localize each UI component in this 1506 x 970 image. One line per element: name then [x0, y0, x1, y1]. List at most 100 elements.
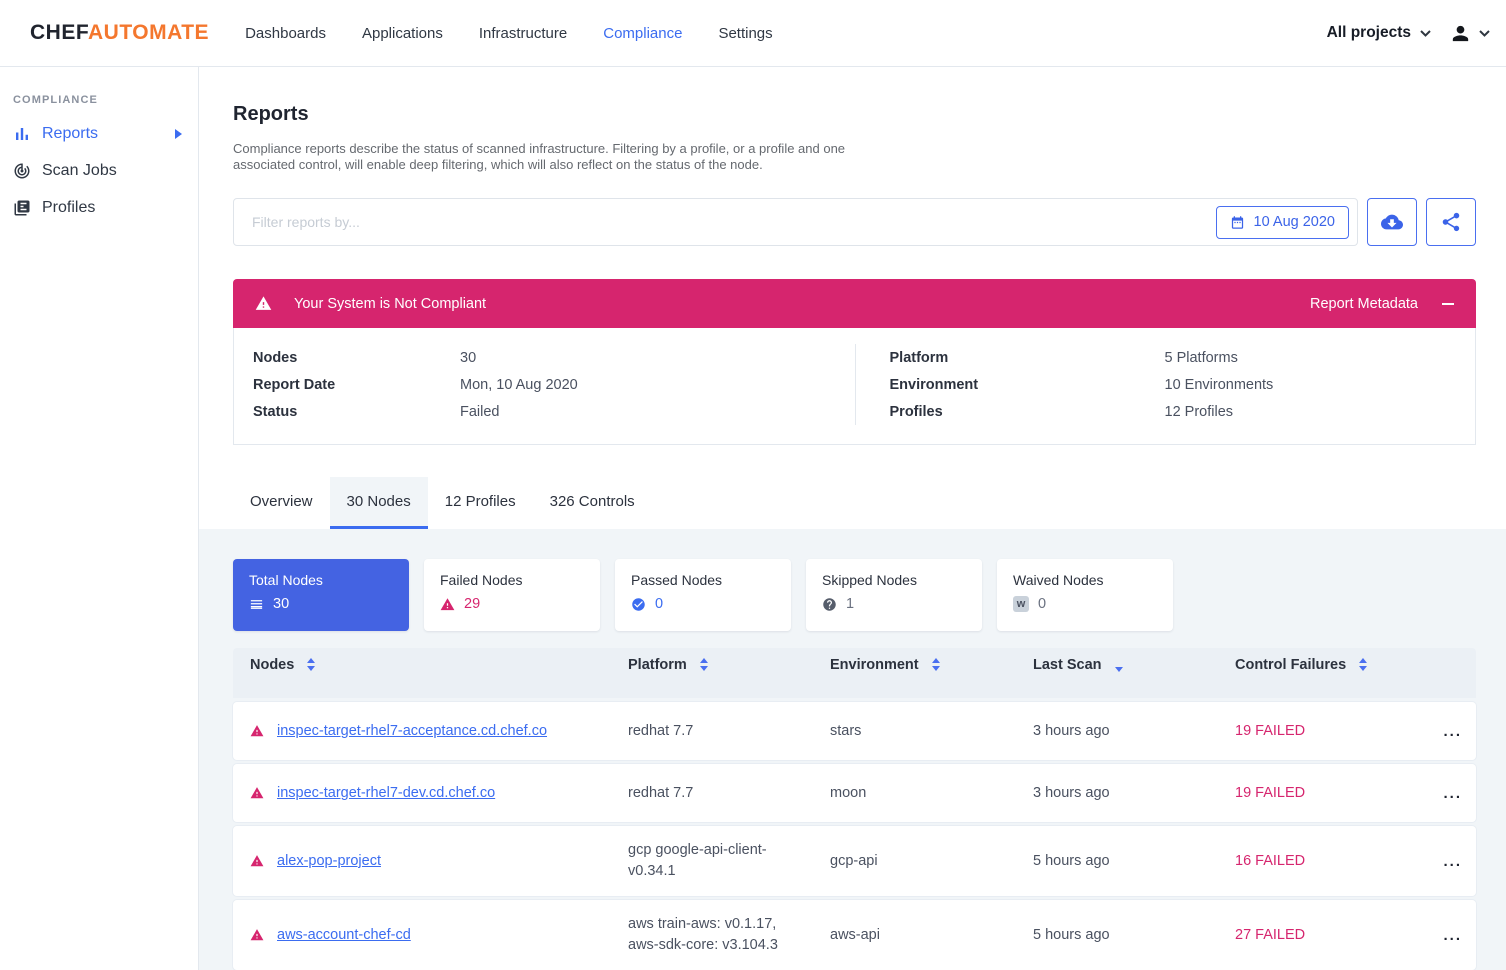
node-name-link[interactable]: aws-account-chef-cd [277, 927, 411, 943]
nodes-table-header: Nodes Platform Environment Last Scan [233, 648, 1476, 698]
sidebar-item-label: Scan Jobs [42, 162, 117, 179]
node-table-row[interactable]: inspec-target-rhel7-acceptance.cd.chef.c… [233, 702, 1476, 760]
page-description: Compliance reports describe the status o… [233, 141, 846, 172]
node-table-row[interactable]: inspec-target-rhel7-dev.cd.chef.co redha… [233, 764, 1476, 822]
total-nodes-card[interactable]: Total Nodes 30 [233, 559, 409, 631]
sort-toggle-icon[interactable] [931, 658, 940, 671]
chevron-down-icon [1479, 29, 1490, 37]
node-table-row[interactable]: aws-account-chef-cd aws train-aws: v0.1.… [233, 900, 1476, 970]
column-header-environment[interactable]: Environment [830, 657, 1033, 673]
chef-automate-logo[interactable]: CHEFAUTOMATE [30, 21, 209, 45]
expand-arrow-icon[interactable] [175, 129, 182, 139]
user-avatar-icon [1452, 25, 1469, 41]
sidebar-item-label: Reports [42, 125, 99, 142]
metadata-label: Report Date [253, 376, 336, 393]
row-actions-menu-button[interactable]: ... [1443, 926, 1462, 944]
nav-link[interactable]: Dashboards [245, 24, 326, 42]
main-content: Reports Compliance reports describe the … [199, 67, 1506, 970]
skipped-nodes-card[interactable]: Skipped Nodes 1 [806, 559, 982, 631]
nav-link[interactable]: Compliance [603, 24, 683, 42]
metadata-value: 12 Profiles [1164, 403, 1234, 420]
question-circle-icon [823, 597, 836, 611]
filter-reports-input[interactable] [234, 199, 1216, 245]
tab[interactable]: 326 Controls [549, 493, 635, 510]
metadata-value: 10 Environments [1164, 376, 1274, 393]
waived-nodes-card[interactable]: Waived Nodes w 0 [997, 559, 1173, 631]
metadata-label: Profiles [889, 403, 943, 420]
sidebar-item-scan-jobs[interactable]: Scan Jobs [13, 159, 198, 183]
check-circle-icon [632, 597, 645, 611]
column-header-control-failures[interactable]: Control Failures [1235, 657, 1422, 673]
user-menu[interactable] [1449, 22, 1490, 45]
node-table-row[interactable]: alex-pop-project gcp google-api-client-v… [233, 826, 1476, 896]
tab[interactable]: 12 Profiles [444, 493, 516, 510]
node-name-link[interactable]: alex-pop-project [277, 853, 381, 869]
calendar-icon [1231, 215, 1243, 229]
node-name-link[interactable]: inspec-target-rhel7-acceptance.cd.chef.c… [277, 723, 548, 739]
compliance-status-banner: Your System is Not Compliant Report Meta… [233, 279, 1476, 328]
sort-desc-icon[interactable] [1114, 666, 1123, 672]
node-last-scan: 3 hours ago [1033, 784, 1110, 801]
sidebar-item-profiles[interactable]: Profiles [13, 196, 198, 220]
report-date-picker-button[interactable]: 10 Aug 2020 [1215, 205, 1349, 239]
column-header-nodes[interactable]: Nodes [250, 657, 628, 673]
tab[interactable]: 30 Nodes [329, 477, 428, 529]
sort-toggle-icon[interactable] [307, 658, 316, 671]
card-label: Skipped Nodes [822, 572, 917, 588]
report-filter-bar: 10 Aug 2020 [233, 198, 1476, 246]
documents-icon [14, 200, 30, 216]
cloud-download-icon [1381, 214, 1403, 230]
radar-icon [14, 163, 30, 179]
metadata-row: Status Failed [253, 398, 855, 425]
node-platform: aws train-aws: v0.1.17, aws-sdk-core: v3… [628, 916, 778, 953]
logo-automate-text: AUTOMATE [88, 21, 210, 44]
tab[interactable]: Overview [250, 493, 313, 510]
share-icon [1442, 212, 1460, 232]
row-actions-menu-button[interactable]: ... [1443, 784, 1462, 802]
metadata-row: Environment 10 Environments [890, 371, 1476, 398]
sort-toggle-icon[interactable] [699, 658, 708, 671]
row-actions-menu-button[interactable]: ... [1443, 852, 1462, 870]
projects-filter-dropdown[interactable]: All projects [1327, 24, 1431, 42]
node-name-link[interactable]: inspec-target-rhel7-dev.cd.chef.co [277, 785, 496, 801]
report-metadata-panel: Nodes 30 Report Date Mon, 10 Aug 2020 St… [233, 328, 1476, 445]
nodes-table: Nodes Platform Environment Last Scan [233, 648, 1476, 970]
node-platform: redhat 7.7 [628, 784, 694, 801]
node-environment: stars [830, 722, 862, 739]
logo-chef-text: CHEF [30, 21, 89, 44]
sidebar-item-reports[interactable]: Reports [13, 122, 198, 146]
download-report-button[interactable] [1367, 198, 1417, 246]
metadata-label: Platform [889, 349, 949, 366]
node-platform: redhat 7.7 [628, 722, 694, 739]
failed-status-icon [250, 929, 264, 941]
metadata-value: 5 Platforms [1164, 349, 1238, 366]
nav-link[interactable]: Infrastructure [478, 24, 568, 42]
metadata-row: Platform 5 Platforms [890, 344, 1476, 371]
metadata-row: Nodes 30 [253, 344, 855, 371]
passed-nodes-card[interactable]: Passed Nodes 0 [615, 559, 791, 631]
card-count: 1 [846, 596, 855, 612]
metadata-value: Failed [460, 403, 500, 420]
node-environment: moon [830, 784, 867, 801]
report-metadata-label: Report Metadata [1309, 295, 1418, 312]
card-label: Passed Nodes [631, 572, 723, 588]
nav-link[interactable]: Applications [361, 24, 443, 42]
bar-chart-icon [16, 128, 28, 140]
metadata-left-column: Nodes 30 Report Date Mon, 10 Aug 2020 St… [234, 344, 855, 425]
metadata-value: Mon, 10 Aug 2020 [460, 376, 578, 393]
sort-toggle-icon[interactable] [1359, 658, 1368, 671]
node-last-scan: 5 hours ago [1033, 852, 1110, 869]
share-report-button[interactable] [1426, 198, 1476, 246]
failed-nodes-card[interactable]: Failed Nodes 29 [424, 559, 600, 631]
failed-status-icon [250, 787, 264, 799]
page-title: Reports [233, 103, 309, 125]
nav-link[interactable]: Settings [718, 24, 773, 42]
column-header-platform[interactable]: Platform [628, 657, 830, 673]
row-actions-menu-button[interactable]: ... [1443, 722, 1462, 740]
warning-triangle-icon [440, 597, 455, 610]
waived-badge-icon: w [1013, 596, 1029, 612]
column-header-last-scan[interactable]: Last Scan [1033, 657, 1235, 673]
metadata-row: Profiles 12 Profiles [890, 398, 1476, 425]
compliance-status-message: Your System is Not Compliant [294, 295, 487, 312]
report-metadata-toggle[interactable]: Report Metadata [1310, 296, 1454, 312]
